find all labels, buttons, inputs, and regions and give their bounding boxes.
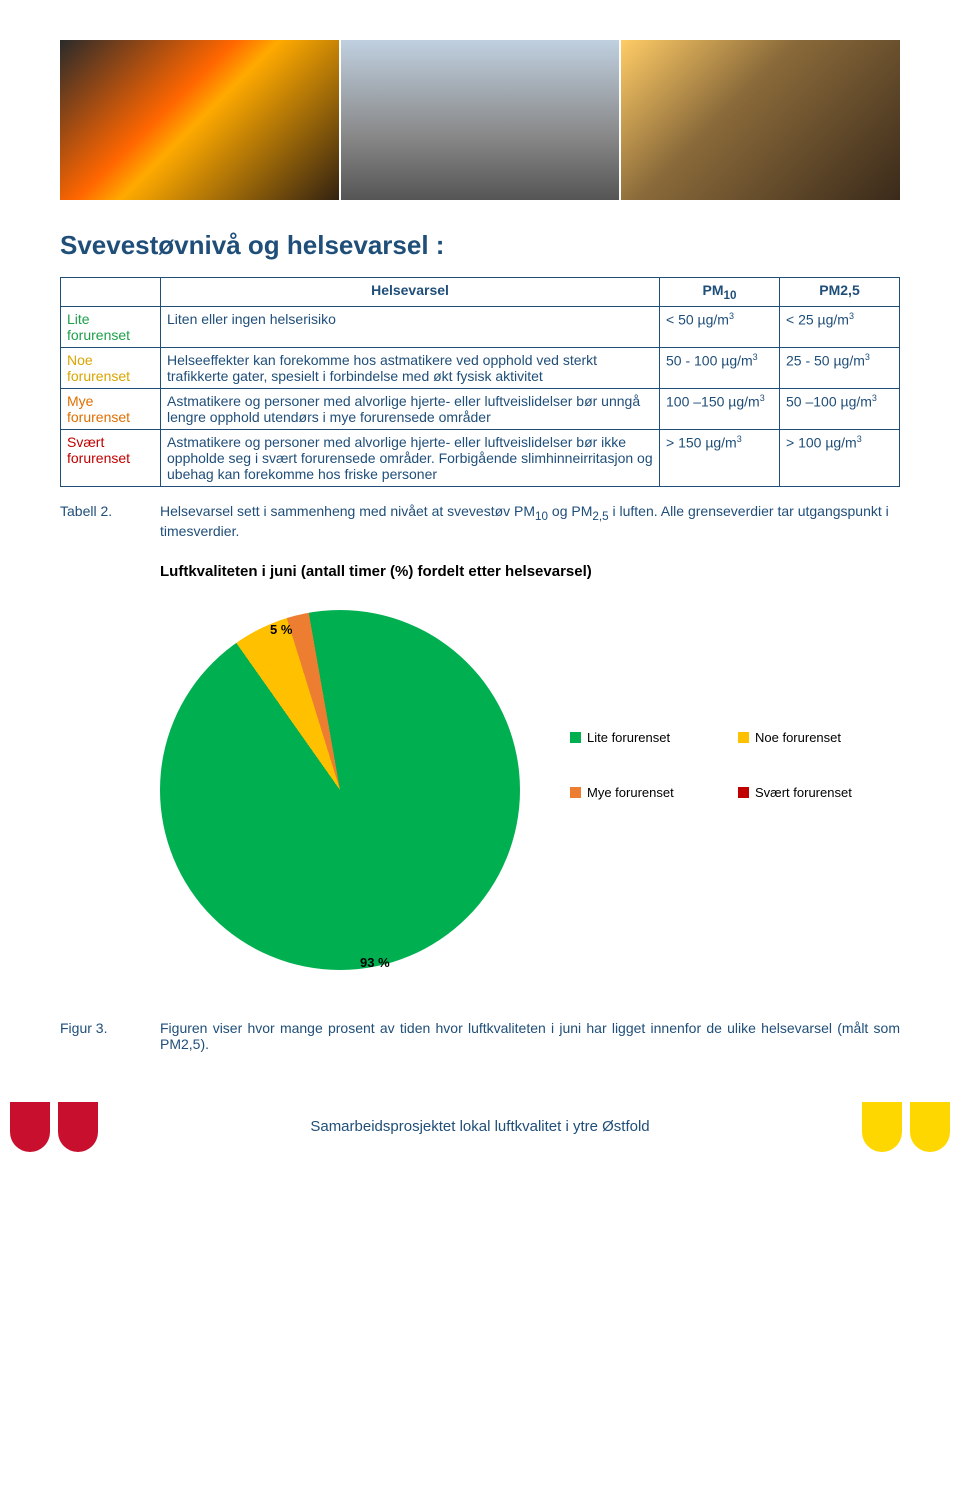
footer-text: Samarbeidsprosjektet lokal luftkvalitet …	[98, 1118, 862, 1135]
warning-table: Helsevarsel PM10 PM2,5 Lite forurensetLi…	[60, 277, 900, 487]
page: Svevestøvnivå og helsevarsel : Helsevars…	[0, 0, 960, 1072]
legend-item: Lite forurenset	[570, 730, 710, 745]
table-row: Lite forurensetLiten eller ingen helseri…	[61, 306, 900, 347]
legend-swatch	[738, 787, 749, 798]
pie-label-93: 93 %	[360, 955, 390, 970]
table-row: Mye forurensetAstmatikere og personer me…	[61, 388, 900, 429]
pm25-cell: < 25 µg/m3	[780, 306, 900, 347]
table-caption: Tabell 2. Helsevarsel sett i sammenheng …	[60, 503, 900, 539]
pie-label-5: 5 %	[270, 622, 292, 637]
level-cell: Lite forurenset	[61, 306, 161, 347]
crest-icon	[58, 1102, 98, 1152]
legend-swatch	[570, 787, 581, 798]
table-row: Noe forurensetHelseeffekter kan forekomm…	[61, 347, 900, 388]
pm10-cell: 50 - 100 µg/m3	[660, 347, 780, 388]
pm25-cell: 50 –100 µg/m3	[780, 388, 900, 429]
figure-caption: Figur 3. Figuren viser hvor mange prosen…	[60, 1020, 900, 1052]
pie-chart: 5 % 93 %	[160, 610, 540, 990]
pm25-cell: 25 - 50 µg/m3	[780, 347, 900, 388]
chart-title: Luftkvaliteten i juni (antall timer (%) …	[160, 563, 900, 580]
header-banner	[60, 40, 900, 200]
caption-text: Helsevarsel sett i sammenheng med nivået…	[160, 503, 900, 539]
banner-image-1	[60, 40, 339, 200]
pm25-cell: > 100 µg/m3	[780, 429, 900, 486]
legend-swatch	[570, 732, 581, 743]
desc-cell: Helseeffekter kan forekomme hos astmatik…	[161, 347, 660, 388]
level-cell: Mye forurenset	[61, 388, 161, 429]
legend-swatch	[738, 732, 749, 743]
footer-crests-right	[862, 1102, 950, 1152]
crest-icon	[10, 1102, 50, 1152]
banner-image-2	[341, 40, 620, 200]
chart-block: Luftkvaliteten i juni (antall timer (%) …	[160, 563, 900, 990]
legend-label: Lite forurenset	[587, 730, 670, 745]
legend-label: Mye forurenset	[587, 785, 674, 800]
footer-crests-left	[10, 1102, 98, 1152]
legend-label: Noe forurenset	[755, 730, 841, 745]
caption-label: Tabell 2.	[60, 503, 160, 539]
legend-label: Svært forurenset	[755, 785, 852, 800]
pm10-cell: > 150 µg/m3	[660, 429, 780, 486]
th-helsevarsel: Helsevarsel	[161, 278, 660, 307]
banner-image-3	[621, 40, 900, 200]
desc-cell: Astmatikere og personer med alvorlige hj…	[161, 429, 660, 486]
desc-cell: Liten eller ingen helserisiko	[161, 306, 660, 347]
level-cell: Svært forurenset	[61, 429, 161, 486]
th-pm10: PM10	[660, 278, 780, 307]
crest-icon	[862, 1102, 902, 1152]
crest-icon	[910, 1102, 950, 1152]
table-row: Svært forurensetAstmatikere og personer …	[61, 429, 900, 486]
th-empty	[61, 278, 161, 307]
legend-item: Svært forurenset	[738, 785, 878, 800]
legend-item: Mye forurenset	[570, 785, 710, 800]
footer: Samarbeidsprosjektet lokal luftkvalitet …	[0, 1102, 960, 1162]
desc-cell: Astmatikere og personer med alvorlige hj…	[161, 388, 660, 429]
pm10-cell: < 50 µg/m3	[660, 306, 780, 347]
chart-legend: Lite forurenset Noe forurenset Mye forure…	[570, 730, 878, 840]
level-cell: Noe forurenset	[61, 347, 161, 388]
figure-label: Figur 3.	[60, 1020, 160, 1052]
legend-item: Noe forurenset	[738, 730, 878, 745]
section-heading: Svevestøvnivå og helsevarsel :	[60, 230, 900, 261]
pm10-cell: 100 –150 µg/m3	[660, 388, 780, 429]
figure-text: Figuren viser hvor mange prosent av tide…	[160, 1020, 900, 1052]
th-pm25: PM2,5	[780, 278, 900, 307]
